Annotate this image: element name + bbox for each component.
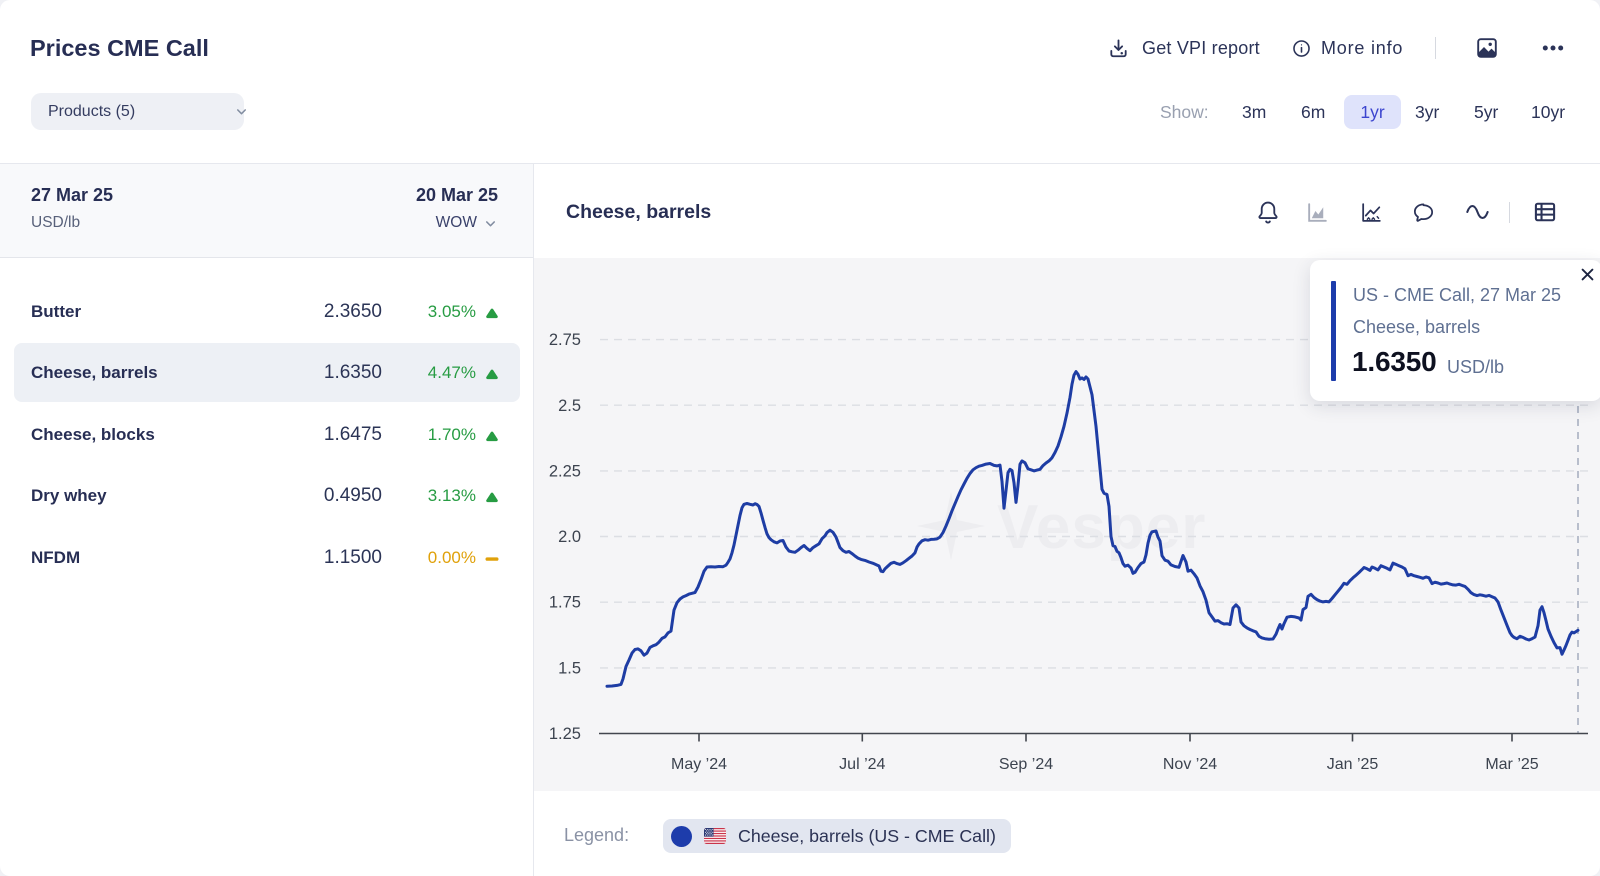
svg-text:2.0: 2.0 [558, 528, 581, 546]
svg-text:Mar ’25: Mar ’25 [1485, 756, 1538, 773]
svg-text:1.25: 1.25 [549, 725, 581, 743]
svg-text:Jul ’24: Jul ’24 [839, 756, 885, 773]
svg-text:Nov ’24: Nov ’24 [1163, 756, 1217, 773]
svg-text:2.25: 2.25 [549, 462, 581, 480]
svg-text:1.75: 1.75 [549, 594, 581, 612]
svg-text:May ’24: May ’24 [671, 756, 727, 773]
svg-text:Vesper: Vesper [997, 493, 1206, 562]
svg-text:2.75: 2.75 [549, 331, 581, 349]
svg-text:1.5: 1.5 [558, 659, 581, 677]
svg-text:Jan ’25: Jan ’25 [1327, 756, 1379, 773]
svg-text:Sep ’24: Sep ’24 [999, 756, 1053, 773]
svg-text:2.5: 2.5 [558, 397, 581, 415]
